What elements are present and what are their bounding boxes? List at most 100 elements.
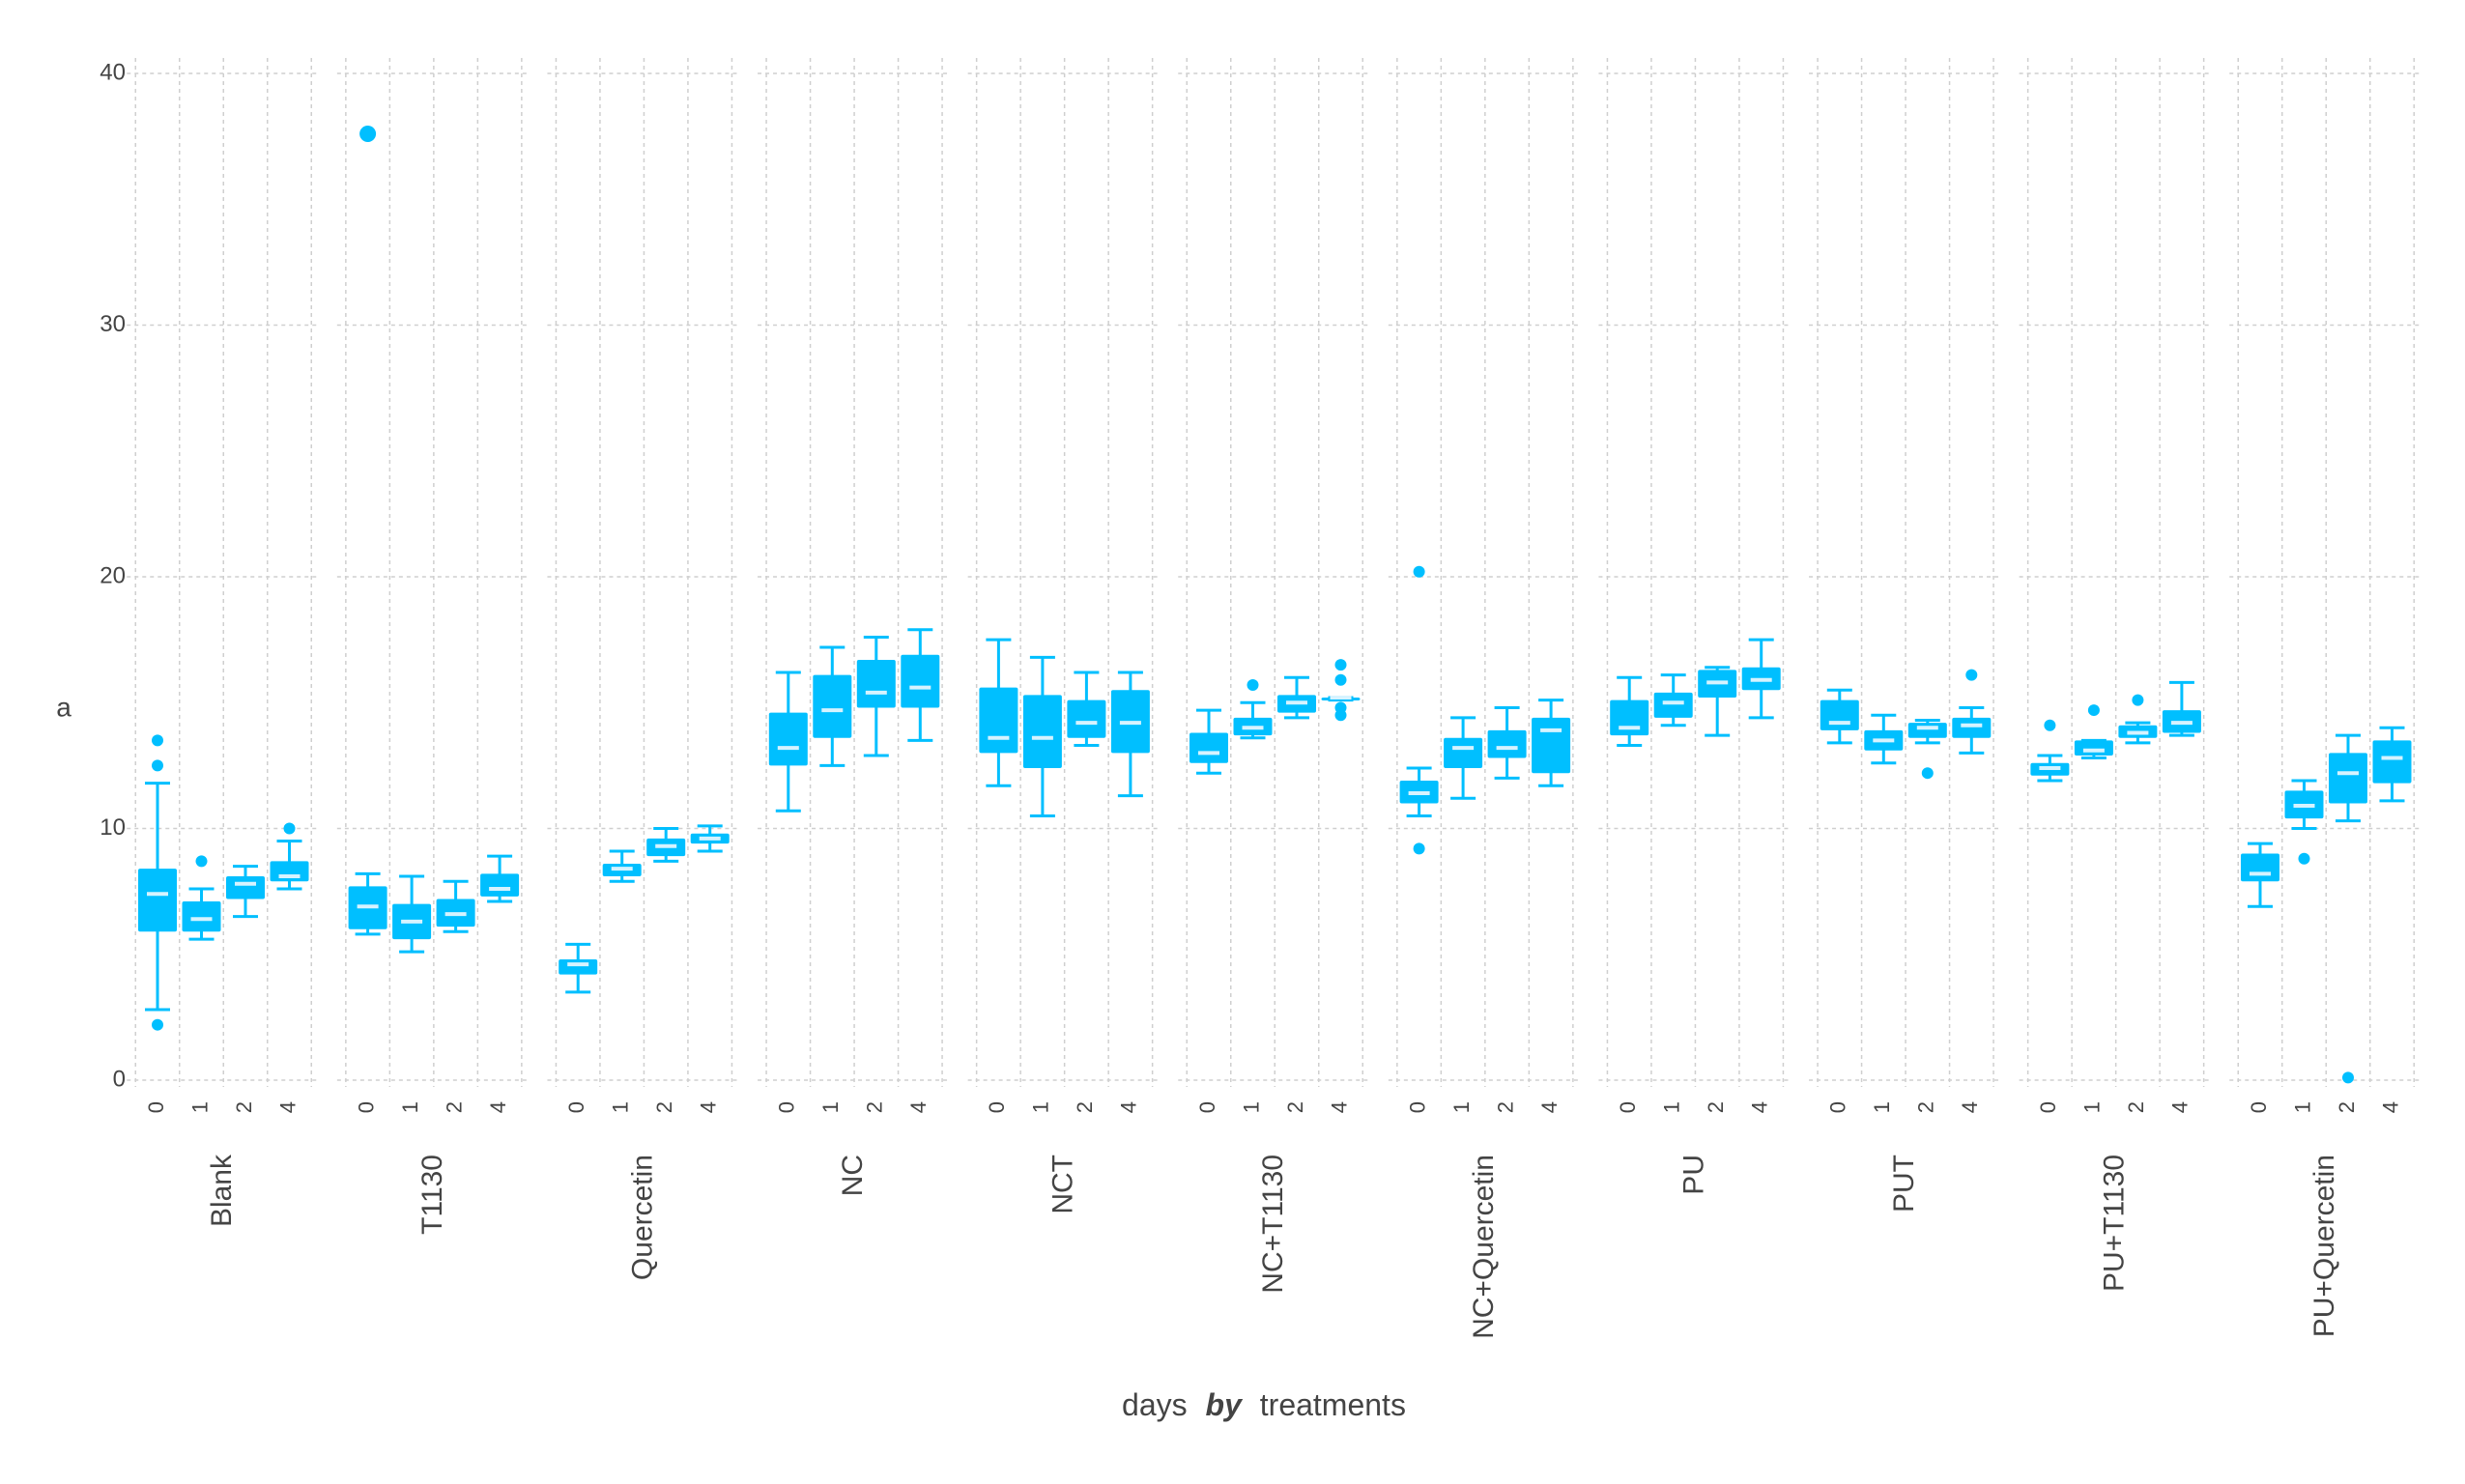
- x-tick-label-day: 0: [144, 1101, 168, 1113]
- box-PU+Quercetin-day-4: [2372, 740, 2412, 784]
- y-tick-label: 20: [100, 562, 126, 588]
- outlier-point: [1334, 701, 1347, 714]
- outlier-point: [152, 759, 163, 772]
- outlier-point: [2132, 694, 2144, 706]
- outlier-point: [1247, 679, 1259, 692]
- x-tick-label-day: 4: [1537, 1101, 1562, 1113]
- x-group-label: PUT: [1888, 1155, 1920, 1213]
- box-NC-day-4: [901, 654, 940, 708]
- box-NCT-day-0: [979, 687, 1018, 754]
- x-tick-label-day: 0: [2036, 1101, 2060, 1113]
- x-tick-label-day: 4: [275, 1101, 300, 1113]
- x-tick-label-day: 2: [2124, 1101, 2148, 1113]
- x-tick-label-day: 1: [1029, 1101, 1053, 1113]
- x-axis: 0 1 2 4 Blank 0 1 2 4 T1130 0 1 2 4 Quercetin 0 1 2 4 NC 0 1 2…: [144, 1101, 2403, 1339]
- box-PU+Quercetin-day-0: [2241, 853, 2279, 882]
- box-T1130-day-4: [480, 873, 520, 897]
- outlier-point: [1921, 767, 1934, 780]
- x-tick-label-day: 2: [863, 1101, 887, 1113]
- x-tick-label-day: 1: [2290, 1101, 2314, 1113]
- outlier-point: [2342, 1071, 2354, 1084]
- box-NC-day-2: [856, 659, 896, 708]
- box-PU-day-1: [1653, 692, 1693, 718]
- box-Quercetin-day-0: [559, 958, 598, 975]
- x-group-label: NCT: [1047, 1155, 1079, 1214]
- x-group-label: Blank: [206, 1154, 238, 1227]
- x-tick-label-day: 2: [1493, 1101, 1517, 1113]
- x-tick-label-day: 1: [2080, 1101, 2105, 1113]
- x-group-label: T1130: [416, 1155, 448, 1235]
- grid-layer: [127, 58, 2423, 1087]
- outlier-point: [283, 822, 296, 835]
- x-tick-label-day: 2: [1073, 1101, 1097, 1113]
- x-tick-label-day: 2: [1914, 1101, 1938, 1113]
- x-tick-label-day: 0: [775, 1101, 799, 1113]
- x-group-label: NC: [837, 1155, 869, 1196]
- x-tick-label-day: 1: [1449, 1101, 1474, 1113]
- x-tick-label-day: 4: [1117, 1101, 1141, 1113]
- y-tick-label: 10: [100, 814, 126, 841]
- box-NC+Quercetin-day-2: [1487, 729, 1527, 758]
- box-PUT-day-4: [1952, 717, 1992, 738]
- x-tick-label-day: 2: [1704, 1101, 1728, 1113]
- x-axis-label-part-1: days: [1122, 1387, 1188, 1422]
- y-tick-label: 30: [100, 311, 126, 337]
- outlier-point: [1334, 659, 1347, 671]
- x-axis-label-part-2: by: [1206, 1387, 1245, 1422]
- x-tick-label-day: 1: [1870, 1101, 1894, 1113]
- box-PU+Quercetin-day-2: [2329, 753, 2367, 804]
- x-group-label: PU: [1677, 1155, 1709, 1195]
- x-tick-label-day: 4: [486, 1101, 510, 1113]
- box-PUT-day-0: [1820, 699, 1859, 730]
- box-PU-day-0: [1610, 699, 1649, 736]
- outlier-point: [1965, 669, 1978, 681]
- box-NC-day-0: [768, 712, 808, 766]
- outlier-point: [152, 1018, 163, 1031]
- box-Blank-day-0: [138, 869, 177, 932]
- x-tick-label-day: 0: [1195, 1101, 1219, 1113]
- box-NCT-day-1: [1022, 695, 1062, 768]
- outlier-point: [2087, 704, 2100, 717]
- box-PU+T1130-day-1: [2074, 740, 2113, 756]
- x-tick-label-day: 4: [906, 1101, 931, 1113]
- outlier-point: [152, 734, 163, 747]
- x-tick-label-day: 2: [652, 1101, 676, 1113]
- x-group-label: PU+Quercetin: [2308, 1155, 2340, 1337]
- outlier-point: [359, 126, 377, 143]
- outlier-point: [1413, 565, 1425, 578]
- x-tick-label-day: 0: [1405, 1101, 1429, 1113]
- outlier-point: [195, 855, 208, 868]
- box-NCT-day-2: [1067, 699, 1106, 738]
- outlier-point: [2298, 852, 2310, 865]
- box-marks: [138, 126, 2412, 1084]
- x-tick-label-day: 2: [1283, 1101, 1307, 1113]
- x-group-label: Quercetin: [626, 1155, 658, 1280]
- x-tick-label-day: 0: [1826, 1101, 1850, 1113]
- outlier-point: [2044, 719, 2056, 731]
- box-Blank-day-1: [182, 901, 221, 932]
- box-PUT-day-2: [1907, 723, 1947, 738]
- outlier-point: [1413, 842, 1425, 855]
- x-group-label: NC+T1130: [1257, 1155, 1289, 1294]
- y-axis: 0 10 20 30 40: [100, 59, 126, 1092]
- x-tick-label-day: 2: [2335, 1101, 2359, 1113]
- box-Blank-day-4: [270, 861, 309, 882]
- x-tick-label-day: 2: [442, 1101, 466, 1113]
- x-tick-label-day: 4: [1958, 1101, 1982, 1113]
- x-group-label: PU+T1130: [2099, 1155, 2131, 1292]
- x-tick-label-day: 1: [1660, 1101, 1684, 1113]
- x-group-label: NC+Quercetin: [1468, 1155, 1500, 1339]
- x-tick-label-day: 0: [564, 1101, 588, 1113]
- x-tick-label-day: 4: [1327, 1101, 1351, 1113]
- x-tick-label-day: 1: [398, 1101, 422, 1113]
- x-tick-label-day: 1: [187, 1101, 212, 1113]
- y-axis-label: a: [56, 692, 72, 722]
- x-tick-label-day: 0: [354, 1101, 378, 1113]
- x-tick-label-day: 1: [609, 1101, 633, 1113]
- box-Blank-day-2: [226, 875, 265, 899]
- x-tick-label-day: 4: [697, 1101, 721, 1113]
- box-NC-day-1: [813, 674, 852, 738]
- x-tick-label-day: 4: [2168, 1101, 2193, 1113]
